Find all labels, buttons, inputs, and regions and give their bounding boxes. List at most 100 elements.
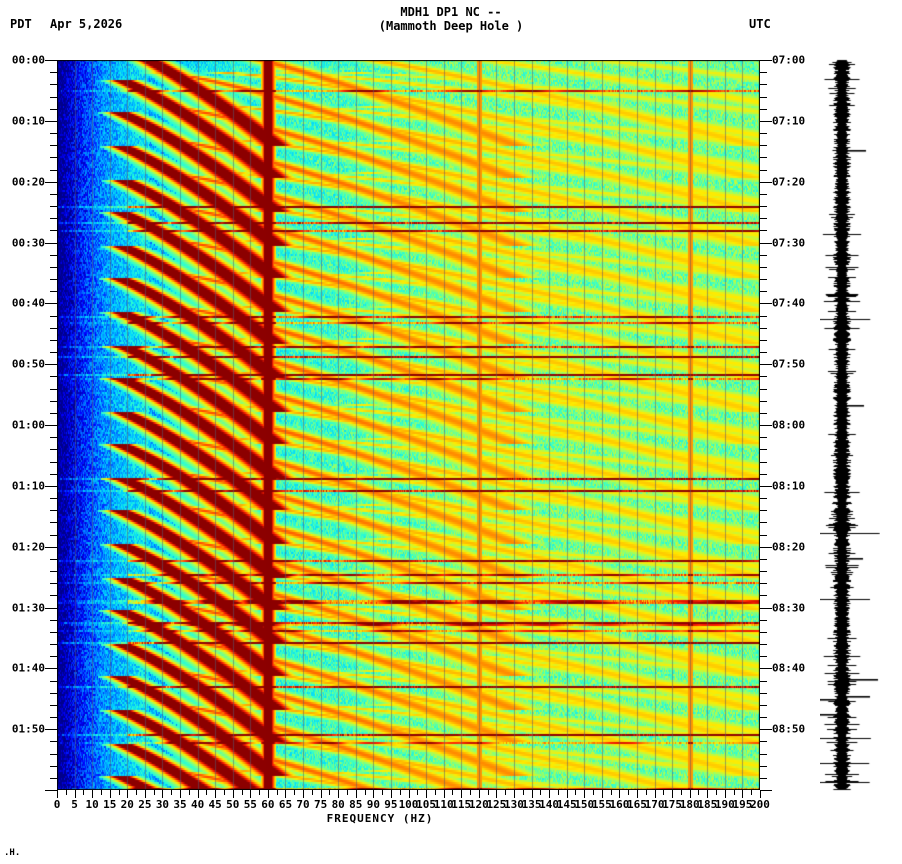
time-tick-minor-left [50, 510, 57, 511]
frequency-tick-minor [417, 790, 418, 795]
time-tick-minor-right [760, 559, 767, 560]
frequency-tick [672, 790, 673, 798]
time-label-right: 08:20 [772, 540, 806, 554]
time-tick-minor-right [760, 754, 767, 755]
spectrogram-plot-area[interactable] [57, 60, 760, 790]
frequency-tick-minor [66, 790, 67, 795]
frequency-label: 45 [208, 798, 222, 811]
station-title: MDH1 DP1 NC -- [400, 5, 502, 19]
time-tick-minor-right [760, 595, 767, 596]
time-tick-minor-right [760, 693, 767, 694]
time-tick-minor-right [760, 133, 767, 134]
time-tick-minor-right [760, 218, 767, 219]
time-tick-minor-left [50, 766, 57, 767]
frequency-label: 10 [85, 798, 99, 811]
frequency-label: 145 [556, 798, 577, 811]
time-tick-major-left [45, 182, 57, 183]
frequency-tick-minor [171, 790, 172, 795]
time-tick-minor-left [50, 157, 57, 158]
frequency-tick [742, 790, 743, 798]
time-tick-major-left [45, 364, 57, 365]
time-tick-minor-right [760, 389, 767, 390]
time-label-right: 08:30 [772, 601, 806, 614]
frequency-label: 170 [644, 798, 665, 811]
frequency-tick-minor [365, 790, 366, 795]
time-tick-minor-right [760, 255, 767, 256]
frequency-tick-minor [593, 790, 594, 795]
time-tick-minor-right [760, 279, 767, 280]
frequency-label: 175 [662, 798, 683, 811]
frequency-tick [338, 790, 339, 798]
time-tick-minor-right [760, 522, 767, 523]
time-tick-minor-right [760, 644, 767, 645]
time-tick-major-left [45, 425, 57, 426]
time-tick-minor-left [50, 218, 57, 219]
time-tick-minor-right [760, 705, 767, 706]
frequency-tick [496, 790, 497, 798]
frequency-tick [57, 790, 58, 798]
time-tick-major-left [45, 668, 57, 669]
frequency-label: 95 [384, 798, 398, 811]
time-tick-minor-right [760, 328, 767, 329]
time-tick-minor-left [50, 267, 57, 268]
time-tick-major-right [760, 60, 772, 61]
frequency-tick-minor [83, 790, 84, 795]
time-tick-major-left [45, 121, 57, 122]
frequency-tick-minor [435, 790, 436, 795]
frequency-tick [409, 790, 410, 798]
time-tick-minor-right [760, 109, 767, 110]
frequency-tick-minor [751, 790, 752, 795]
frequency-tick-minor [470, 790, 471, 795]
time-label-left: 00:10 [11, 114, 45, 128]
time-tick-minor-left [50, 498, 57, 499]
station-subtitle: (Mammoth Deep Hole ) [378, 19, 524, 33]
frequency-tick-minor [681, 790, 682, 795]
frequency-tick-minor [734, 790, 735, 795]
frequency-label: 200 [750, 798, 770, 811]
frequency-label: 60 [261, 798, 275, 811]
frequency-tick-minor [189, 790, 190, 795]
time-tick-minor-left [50, 352, 57, 353]
time-label-right: 07:10 [772, 114, 806, 128]
time-tick-minor-left [50, 316, 57, 317]
time-tick-minor-left [50, 145, 57, 146]
time-tick-minor-left [50, 559, 57, 560]
time-tick-major-left [45, 486, 57, 487]
frequency-tick-minor [294, 790, 295, 795]
time-label-right: 08:00 [772, 418, 806, 432]
frequency-tick [584, 790, 585, 798]
frequency-tick-minor [452, 790, 453, 795]
time-tick-minor-left [50, 255, 57, 256]
time-label-right: 08:50 [772, 722, 806, 736]
frequency-label: 115 [451, 798, 472, 811]
time-axis-right-labels: 07:00 07:10 07:20 07:30 07:40 07:50 08:00 08:10… [772, 0, 852, 864]
frequency-tick [567, 790, 568, 798]
time-tick-minor-left [50, 754, 57, 755]
time-tick-minor-left [50, 194, 57, 195]
time-tick-minor-left [50, 705, 57, 706]
frequency-tick-minor [558, 790, 559, 795]
time-tick-major-left [45, 60, 57, 61]
frequency-tick [549, 790, 550, 798]
frequency-label: 90 [366, 798, 380, 811]
time-label-left: 00:00 [11, 53, 45, 67]
frequency-tick [268, 790, 269, 798]
time-tick-minor-left [50, 401, 57, 402]
time-tick-minor-right [760, 340, 767, 341]
time-tick-minor-left [50, 376, 57, 377]
frequency-axis-labels: 0 5 10 15 20 25 30 35 40 45 50 55 60 65 70 75 80 85 90 95 10… [0, 798, 902, 812]
time-tick-minor-right [760, 170, 767, 171]
time-tick-minor-left [50, 340, 57, 341]
time-tick-major-right [760, 182, 772, 183]
time-tick-minor-right [760, 206, 767, 207]
frequency-tick [426, 790, 427, 798]
time-tick-minor-right [760, 510, 767, 511]
frequency-label: 25 [138, 798, 152, 811]
frequency-tick [479, 790, 480, 798]
time-tick-minor-right [760, 717, 767, 718]
timezone-label-left: PDT [10, 17, 32, 31]
frequency-tick [75, 790, 76, 798]
frequency-label: 5 [71, 798, 78, 811]
frequency-tick-minor [242, 790, 243, 795]
time-label-left: 01:00 [11, 418, 45, 432]
